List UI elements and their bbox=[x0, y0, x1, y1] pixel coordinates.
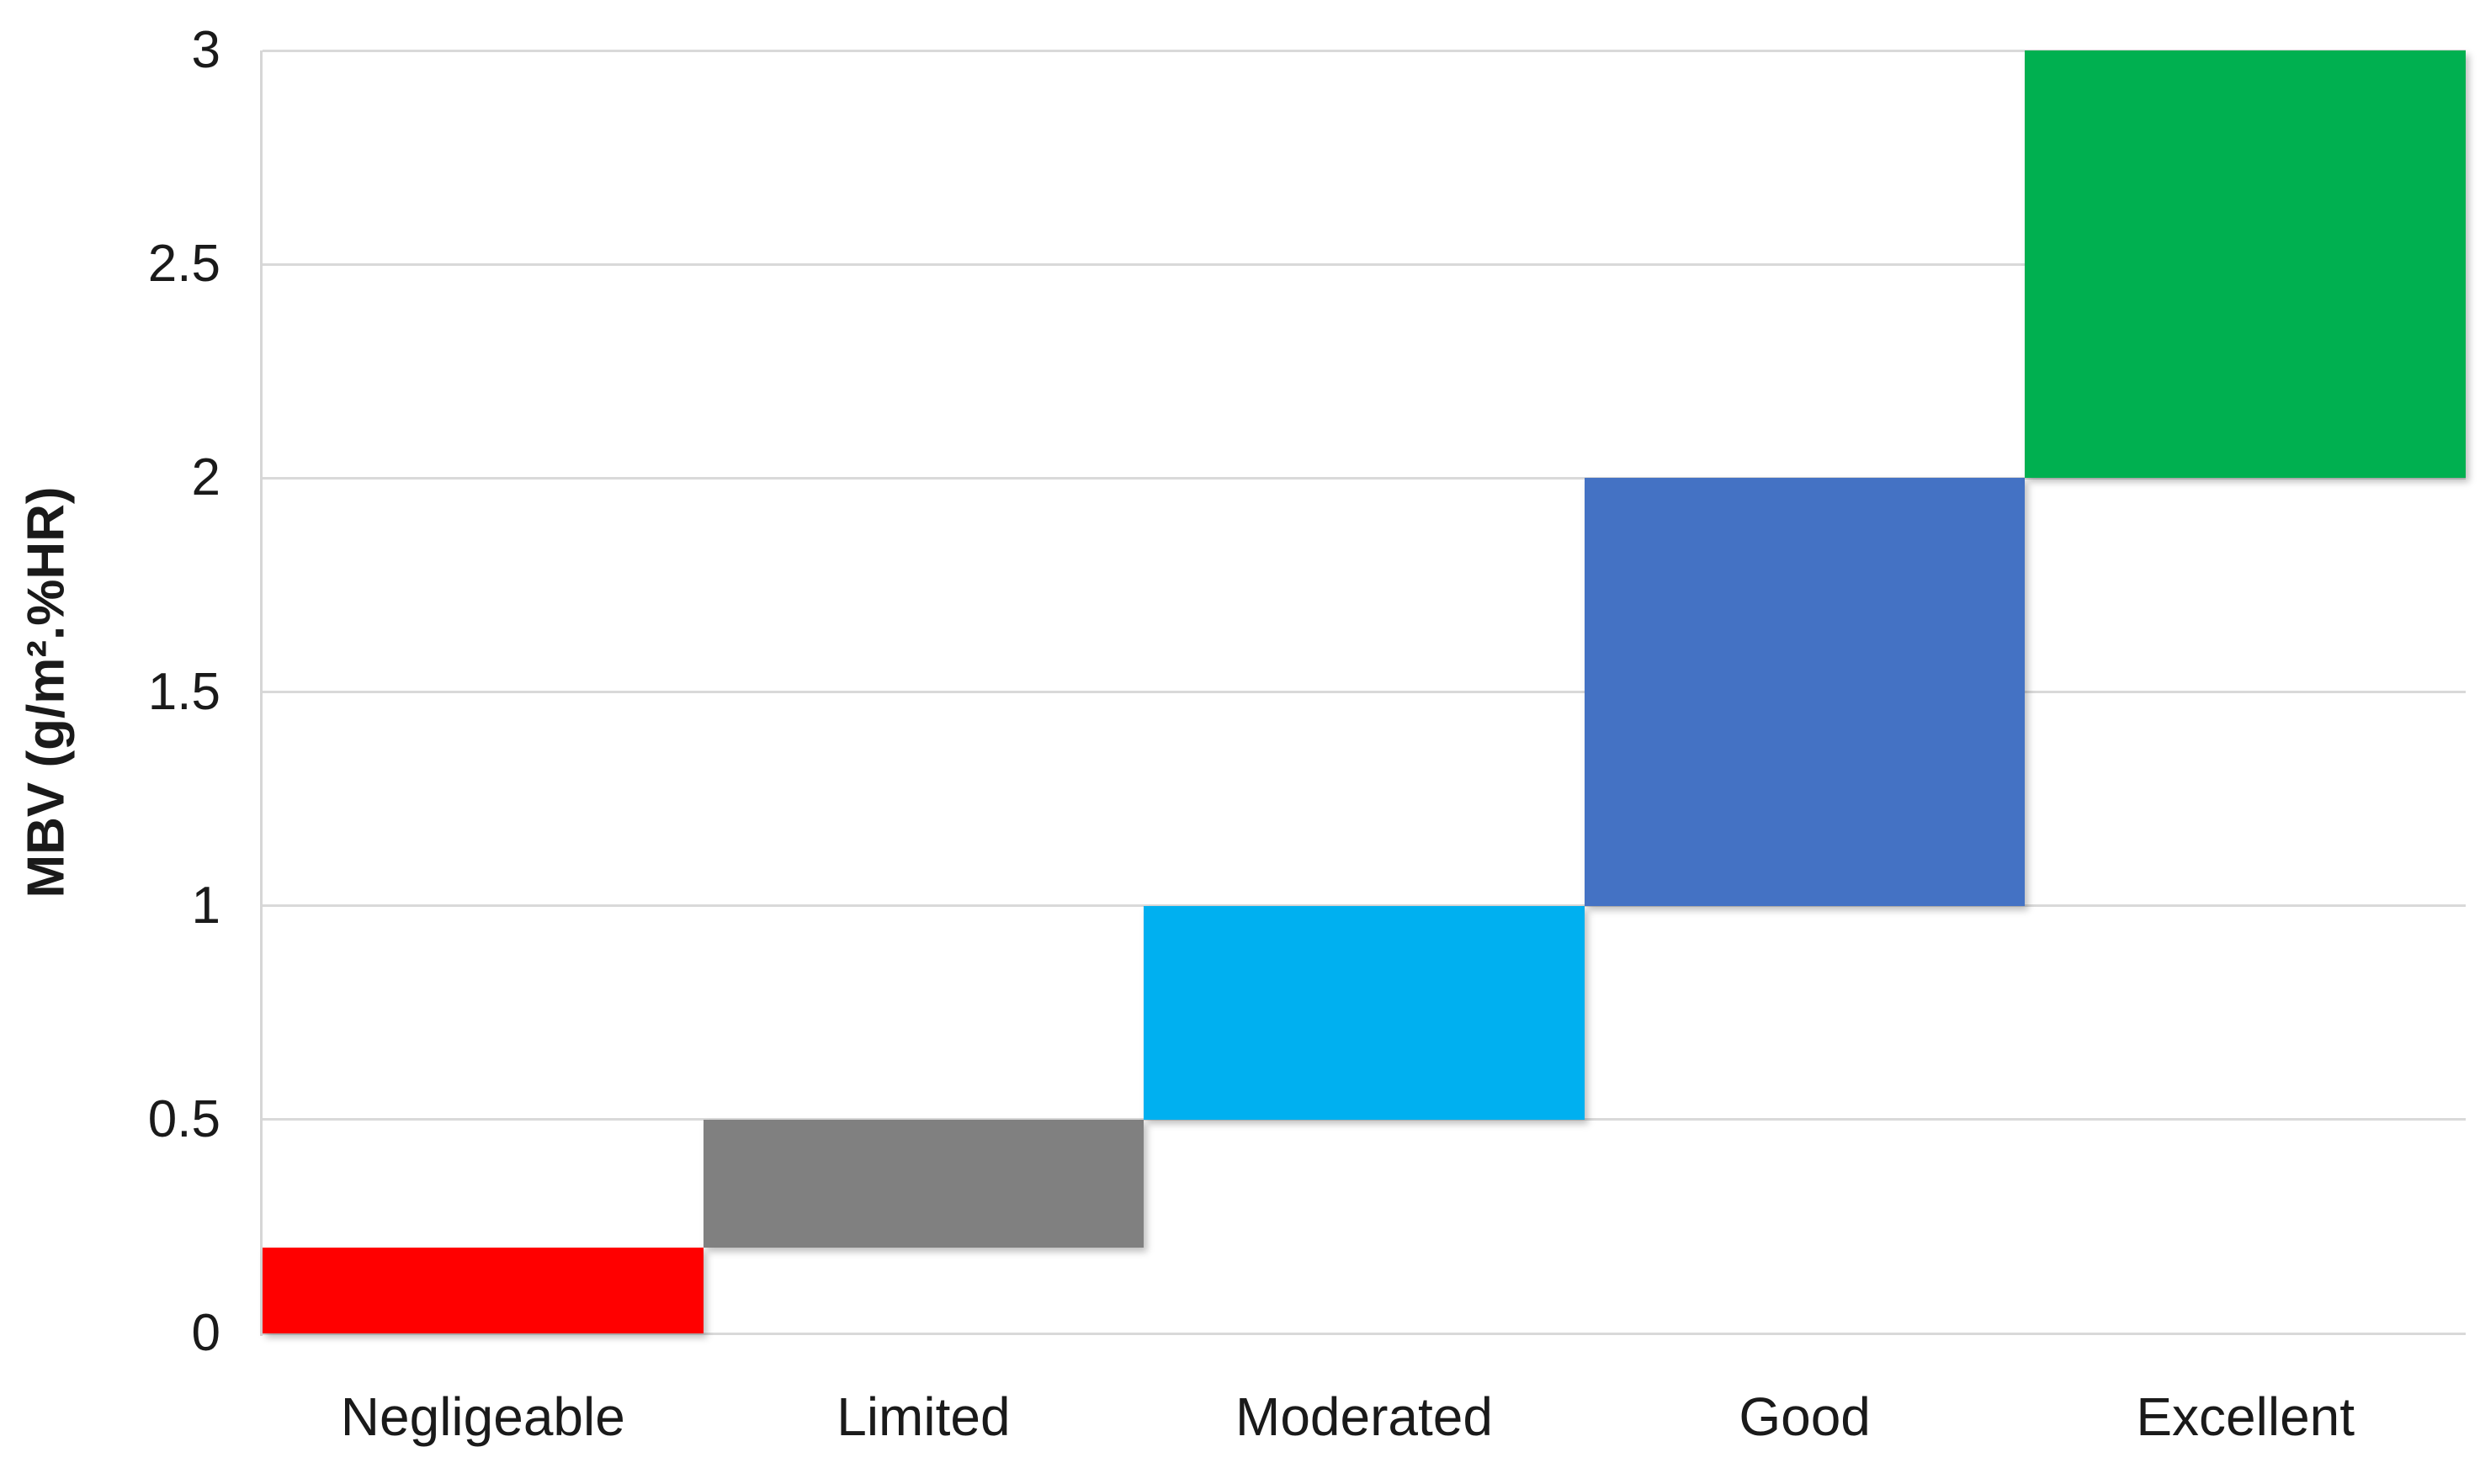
gridline bbox=[263, 262, 2466, 266]
y-tick-label: 1.5 bbox=[147, 662, 220, 721]
bar-limited bbox=[703, 1119, 1144, 1248]
gridline bbox=[263, 691, 2466, 693]
plot-area bbox=[263, 49, 2466, 1335]
gridline bbox=[263, 476, 2466, 480]
x-category-label-limited: Limited bbox=[836, 1386, 1011, 1447]
x-category-label-good: Good bbox=[1739, 1386, 1871, 1447]
bar-moderated bbox=[1144, 905, 1585, 1120]
x-category-label-negligeable: Negligeable bbox=[340, 1386, 625, 1447]
y-tick-label: 2.5 bbox=[147, 235, 220, 294]
gridline bbox=[263, 1118, 2466, 1121]
bar-excellent bbox=[2025, 50, 2466, 479]
y-axis-line bbox=[260, 50, 263, 1336]
bar-good bbox=[1584, 478, 2026, 906]
x-category-label-moderated: Moderated bbox=[1235, 1386, 1493, 1447]
bar-negligeable bbox=[263, 1248, 704, 1333]
y-tick-label: 0 bbox=[191, 1304, 220, 1362]
y-tick-label: 1 bbox=[191, 876, 220, 935]
y-tick-label: 3 bbox=[191, 21, 220, 79]
gridline bbox=[263, 1332, 2466, 1335]
y-tick-label: 2 bbox=[191, 448, 220, 507]
y-tick-label: 0.5 bbox=[147, 1089, 220, 1148]
x-category-label-excellent: Excellent bbox=[2136, 1386, 2355, 1447]
gridline bbox=[263, 49, 2466, 52]
